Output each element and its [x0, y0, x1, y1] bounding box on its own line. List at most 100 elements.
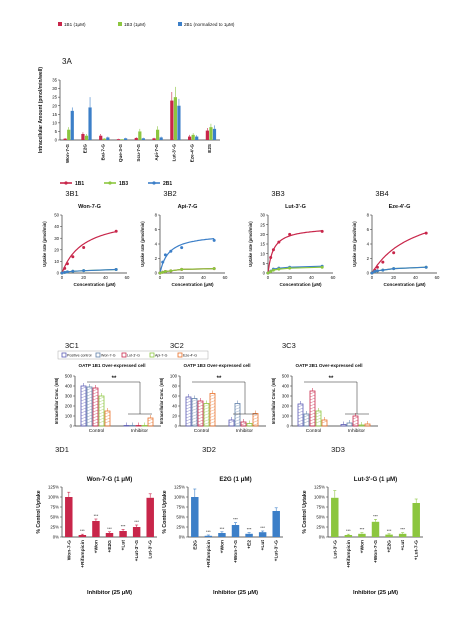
y-tick-label: 15: [52, 112, 57, 117]
bar-hatch: [297, 413, 304, 417]
significance-stars: ***: [220, 526, 225, 531]
bar-hatch: [209, 394, 216, 397]
bar: [67, 129, 71, 140]
bar-hatch: [209, 412, 216, 415]
data-point: [375, 269, 379, 273]
bar-hatch: [92, 415, 99, 419]
bar-hatch: [98, 420, 105, 424]
y-tick-label: 40: [54, 224, 59, 229]
bar-hatch: [80, 398, 87, 402]
panel-title: 3A: [62, 57, 72, 66]
y-tick-label: 50%: [50, 515, 59, 520]
significance-stars: ***: [94, 513, 99, 518]
bar-hatch: [252, 420, 259, 423]
bar-hatch: [80, 413, 87, 417]
y-tick-label: 0: [367, 271, 370, 276]
data-point: [71, 269, 75, 273]
significance-stars: **: [217, 376, 222, 382]
x-axis-label: Inhibitor (25 μM): [87, 590, 132, 596]
significance-stars: ***: [260, 525, 265, 530]
bar: [152, 138, 156, 140]
bar-hatch: [309, 418, 316, 422]
bar: [119, 531, 127, 537]
bar-hatch: [197, 404, 204, 408]
x-tick-label: 60: [125, 275, 130, 280]
y-tick-label: 300: [282, 394, 290, 399]
data-point: [320, 229, 324, 233]
x-tick-label: +Won: [219, 540, 225, 553]
data-point: [266, 271, 270, 275]
y-tick-label: 75%: [316, 505, 325, 510]
bar-hatch: [92, 388, 99, 392]
bar: [340, 424, 347, 427]
legend-marker: [108, 181, 112, 185]
x-tick-label: Inhibitor: [131, 428, 148, 434]
bar: [358, 424, 365, 427]
y-tick-label: 500: [65, 374, 73, 379]
y-tick-label: 400: [65, 384, 73, 389]
bar-hatch: [234, 407, 241, 410]
bar: [138, 131, 142, 140]
bar: [170, 100, 174, 140]
x-tick-label: +Lut: [121, 540, 127, 551]
y-tick-label: 0: [155, 271, 158, 276]
bar-hatch: [203, 407, 210, 410]
significance-stars: ***: [80, 528, 85, 533]
bar-hatch: [191, 411, 198, 414]
bar-hatch: [352, 419, 359, 423]
bar-hatch: [234, 419, 241, 422]
bar: [315, 410, 322, 427]
data-point: [180, 246, 184, 250]
y-tick-label: 400: [282, 384, 290, 389]
significance-stars: ***: [400, 527, 405, 532]
bar: [141, 138, 145, 140]
bar: [197, 400, 204, 427]
bar-hatch: [309, 403, 316, 407]
data-point: [65, 270, 69, 274]
data-point: [63, 266, 67, 270]
bar: [228, 419, 235, 427]
y-tick-label: 25%: [316, 525, 325, 530]
x-tick-label: 20: [179, 275, 184, 280]
data-point: [158, 271, 162, 275]
panel-label: 3D1: [55, 445, 69, 454]
x-tick-label: +Rifampicin: [206, 540, 212, 568]
y-tick-label: 25: [260, 222, 265, 227]
panel-title: Won-7-G (1 μM): [87, 476, 133, 483]
bar: [78, 535, 87, 537]
x-tick-label: Control: [306, 428, 321, 434]
y-tick-label: 20: [52, 103, 57, 108]
y-tick-label: 25%: [176, 525, 185, 530]
legend-entry: Won-7-G: [101, 354, 116, 358]
y-tick-label: 100: [65, 414, 73, 419]
bar-hatch: [98, 402, 105, 406]
x-tick-label: Que-3-G: [118, 144, 123, 163]
bar: [146, 497, 154, 537]
y-tick-label: 6: [155, 227, 158, 232]
y-tick-label: 30: [52, 86, 57, 91]
data-point: [163, 253, 167, 257]
y-tick-label: 10: [260, 251, 265, 256]
x-tick-label: E2G: [192, 540, 198, 550]
panel-label: 3B1: [65, 189, 78, 198]
bar-hatch: [98, 396, 105, 400]
data-point: [82, 269, 86, 273]
bar: [81, 134, 85, 140]
panel-label: 3C1: [65, 341, 79, 350]
data-point: [71, 255, 75, 259]
y-tick-label: 100%: [174, 495, 185, 500]
bar: [231, 525, 240, 537]
significance-stars: ***: [121, 523, 126, 528]
y-tick-label: 100%: [314, 495, 325, 500]
bar: [98, 395, 105, 427]
bar: [173, 97, 177, 140]
y-tick-label: 0: [57, 271, 60, 276]
data-point: [271, 248, 275, 252]
bar: [364, 423, 371, 427]
data-point: [114, 268, 118, 272]
x-tick-label: 60: [435, 275, 440, 280]
bar-hatch: [303, 414, 310, 418]
y-axis-label: Uptake rate (pmol/min): [42, 221, 47, 267]
bar: [195, 136, 199, 140]
bar-hatch: [315, 411, 322, 415]
